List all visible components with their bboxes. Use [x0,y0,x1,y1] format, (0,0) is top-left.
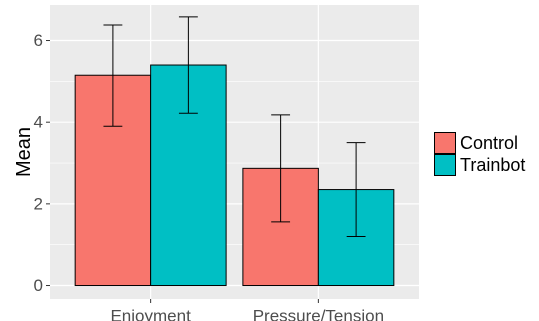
y-tick-label: 2 [34,194,43,213]
y-tick-label: 4 [34,113,43,132]
legend-item-trainbot: Trainbot [434,154,525,176]
error-bar [271,114,291,223]
legend-label: Trainbot [460,155,525,175]
legend-item-control: Control [434,132,518,154]
y-tick-label: 6 [34,31,43,50]
x-tick-label: Enjoyment [110,307,191,321]
legend-swatch [434,132,456,154]
error-bars [103,16,366,238]
legend-swatch [434,154,456,176]
error-bar [346,142,366,238]
y-axis-title: Mean [13,127,35,177]
error-bar [103,24,123,127]
y-axis-ticks: 0 2 4 6 [34,31,50,295]
x-tick-label: Pressure/Tension [253,307,384,321]
x-axis-ticks: Enjoyment Pressure/Tension [110,299,384,321]
error-bar [178,16,198,114]
y-tick-label: 0 [34,276,43,295]
legend-label: Control [460,133,518,153]
